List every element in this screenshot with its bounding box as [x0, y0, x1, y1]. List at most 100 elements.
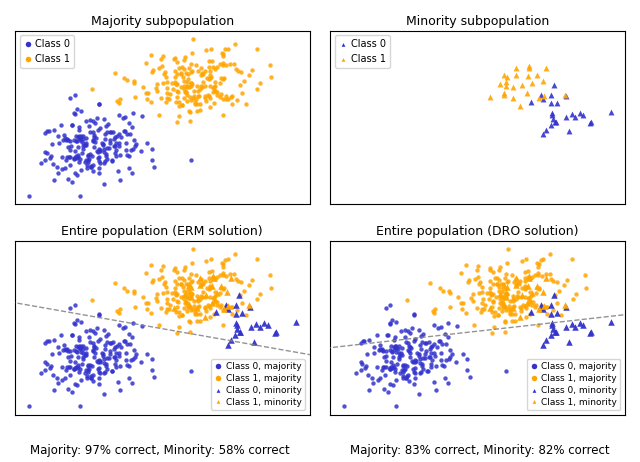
Point: [414, 390, 424, 398]
Point: [137, 322, 147, 329]
Point: [379, 364, 389, 371]
Point: [189, 302, 199, 310]
Point: [124, 120, 134, 127]
Point: [95, 148, 105, 155]
Point: [232, 97, 243, 104]
Point: [158, 289, 168, 297]
Point: [522, 283, 532, 291]
Point: [88, 342, 99, 349]
Point: [429, 340, 440, 347]
Point: [387, 316, 397, 323]
Point: [198, 288, 208, 296]
Point: [170, 67, 180, 75]
Point: [205, 314, 216, 321]
Point: [495, 299, 505, 306]
Point: [383, 331, 393, 339]
Point: [80, 369, 90, 376]
Point: [456, 269, 467, 277]
Point: [508, 292, 518, 300]
Point: [269, 330, 280, 337]
Point: [83, 366, 93, 374]
Point: [410, 358, 420, 365]
Point: [191, 310, 202, 318]
Point: [216, 91, 226, 98]
Point: [179, 304, 189, 312]
Point: [189, 308, 200, 316]
Point: [193, 303, 203, 310]
Point: [606, 109, 616, 116]
Point: [101, 122, 111, 130]
Point: [84, 151, 95, 158]
Point: [180, 263, 190, 271]
Point: [516, 293, 526, 300]
Point: [118, 115, 128, 122]
Point: [232, 322, 242, 329]
Point: [355, 339, 365, 346]
Point: [69, 302, 79, 309]
Point: [195, 282, 205, 289]
Point: [48, 371, 58, 378]
Point: [102, 354, 113, 362]
Point: [172, 98, 182, 105]
Point: [421, 339, 431, 346]
Title: Majority subpopulation: Majority subpopulation: [91, 15, 234, 28]
Point: [492, 280, 502, 288]
Point: [113, 139, 124, 146]
Point: [95, 147, 106, 154]
Point: [78, 139, 88, 146]
Point: [99, 369, 109, 377]
Point: [184, 317, 195, 325]
Point: [477, 284, 487, 291]
Point: [70, 342, 81, 350]
Point: [177, 311, 188, 319]
Point: [182, 308, 192, 315]
Point: [216, 49, 227, 57]
Point: [100, 135, 110, 143]
Point: [200, 93, 210, 100]
Point: [189, 98, 200, 105]
Point: [488, 268, 498, 276]
Point: [400, 361, 410, 368]
Point: [416, 333, 426, 340]
Point: [403, 339, 413, 346]
Point: [374, 346, 384, 354]
Point: [186, 271, 196, 278]
Point: [83, 158, 93, 165]
Point: [216, 285, 227, 292]
Point: [488, 297, 498, 304]
Point: [266, 73, 276, 81]
Point: [90, 329, 100, 337]
Point: [422, 367, 433, 374]
Point: [110, 360, 120, 367]
Point: [196, 82, 207, 89]
Point: [192, 82, 202, 90]
Point: [200, 277, 210, 285]
Point: [108, 339, 118, 346]
Point: [189, 87, 200, 95]
Point: [78, 132, 88, 140]
Point: [162, 305, 172, 312]
Point: [403, 327, 413, 334]
Point: [170, 289, 180, 296]
Point: [146, 262, 156, 269]
Point: [102, 144, 113, 152]
Point: [195, 317, 205, 324]
Point: [172, 70, 182, 78]
Point: [223, 256, 233, 263]
Point: [73, 364, 83, 371]
Point: [24, 402, 34, 410]
Point: [78, 353, 88, 360]
Point: [236, 328, 246, 336]
Point: [356, 358, 366, 365]
Point: [527, 290, 537, 297]
Point: [216, 301, 226, 309]
Point: [452, 322, 463, 329]
Point: [107, 157, 117, 164]
Point: [391, 403, 401, 410]
Point: [75, 346, 85, 353]
Point: [501, 293, 511, 300]
Point: [107, 367, 117, 374]
Point: [499, 282, 509, 289]
Point: [174, 312, 184, 320]
Point: [437, 361, 447, 369]
